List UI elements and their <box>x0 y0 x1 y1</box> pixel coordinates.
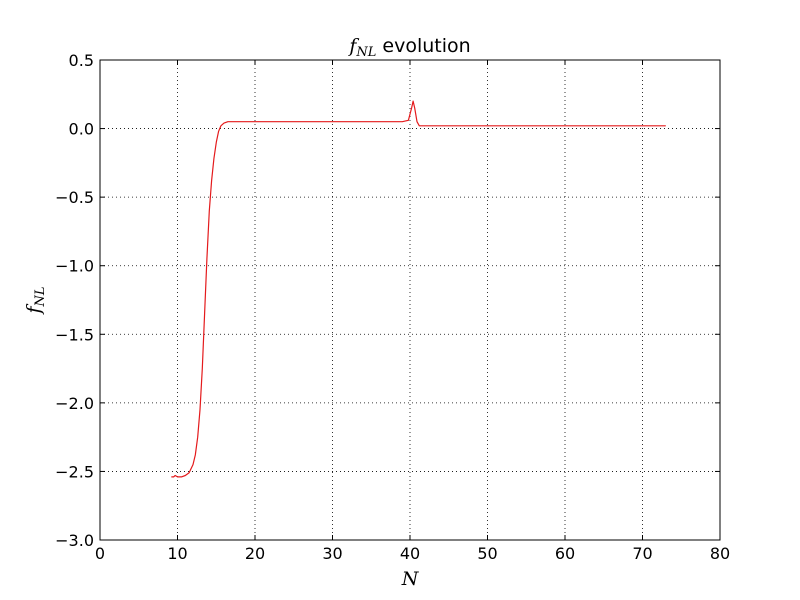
y-tick-label: −2.5 <box>55 462 94 481</box>
y-tick-label: 0.0 <box>69 120 94 139</box>
x-tick-label: 30 <box>322 544 342 563</box>
chart-title-text: evolution <box>382 35 470 57</box>
tick-layer <box>99 59 721 541</box>
y-tick-label: −1.5 <box>55 325 94 344</box>
x-tick-label: 80 <box>710 544 730 563</box>
chart-title-math: f <box>347 35 359 57</box>
x-tick-label: 20 <box>245 544 265 563</box>
x-tick-label: 70 <box>632 544 652 563</box>
y-axis-label: fNL <box>23 286 48 315</box>
y-tick-label: −1.0 <box>55 257 94 276</box>
y-axis-label-subscript: NL <box>33 286 48 307</box>
y-tick-label: −3.0 <box>55 531 94 550</box>
y-tick-labels: 0.5 0.0 −0.5 −1.0 −1.5 −2.0 −2.5 −3.0 <box>55 51 94 550</box>
x-tick-label: 10 <box>167 544 187 563</box>
y-tick-label: 0.5 <box>69 51 94 70</box>
x-tick-labels: 0 10 20 30 40 50 60 70 80 <box>95 544 730 563</box>
grid-layer <box>100 60 720 540</box>
x-tick-label: 60 <box>555 544 575 563</box>
series-layer <box>171 100 666 478</box>
x-tick-label: 0 <box>95 544 105 563</box>
y-tick-label: −2.0 <box>55 394 94 413</box>
chart-title: fNL evolution <box>347 35 470 60</box>
series-line <box>171 100 666 478</box>
y-axis-label-math: f <box>23 304 45 316</box>
x-tick-label: 50 <box>477 544 497 563</box>
x-axis-label: N <box>401 568 420 590</box>
x-tick-label: 40 <box>400 544 420 563</box>
y-tick-label: −0.5 <box>55 188 94 207</box>
chart-title-math-subscript: NL <box>355 45 376 60</box>
